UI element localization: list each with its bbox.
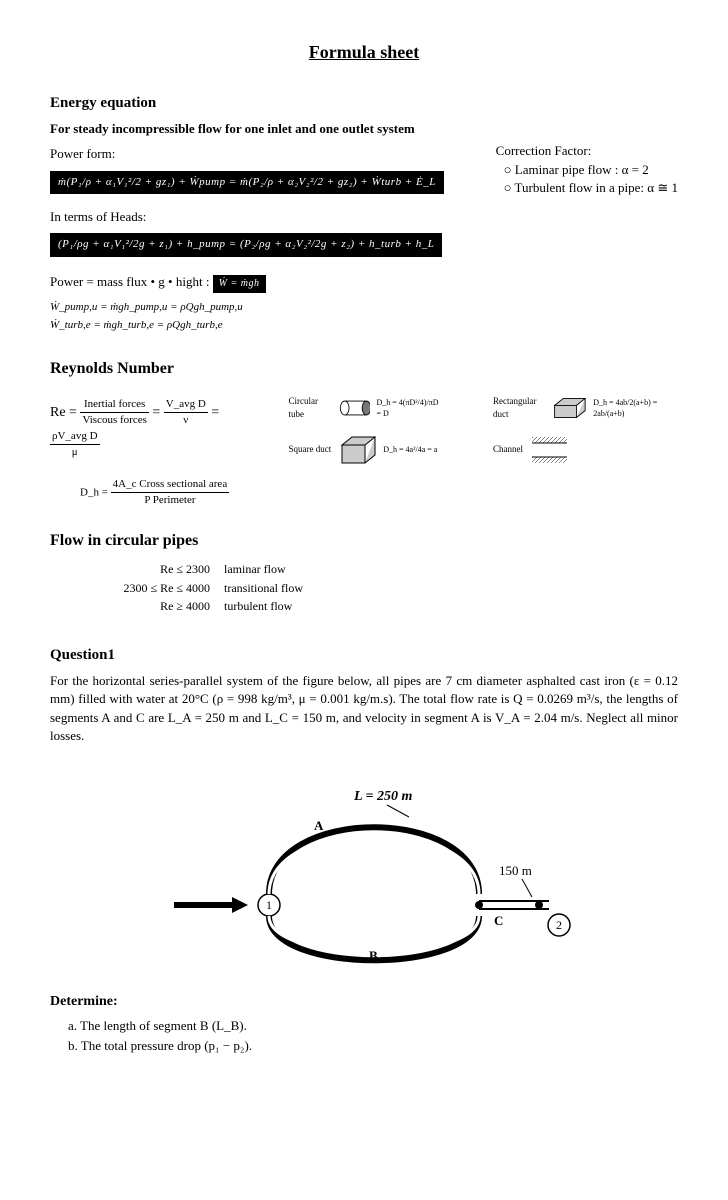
page-title: Formula sheet <box>50 40 678 65</box>
dia-circ-eq: D_h = 4(πD²/4)/πD = D <box>376 397 443 419</box>
power-line-eq: Ẇ = ṁgh <box>213 275 266 293</box>
re-eq-sep1: = <box>152 405 160 420</box>
re-frac1-top: Inertial forces <box>80 397 148 413</box>
reynolds-title: Reynolds Number <box>50 358 678 380</box>
circ-tube-icon <box>336 391 371 425</box>
svg-text:L = 250 m: L = 250 m <box>353 789 413 804</box>
flow-row: 2300 ≤ Re ≤ 4000 transitional flow <box>70 580 678 597</box>
correction-laminar: ○ Laminar pipe flow : α = 2 <box>504 161 678 179</box>
heads-label: In terms of Heads: <box>50 208 466 226</box>
dh-equation: D_h = 4A_c Cross sectional area P Perime… <box>80 477 678 509</box>
svg-text:150 m: 150 m <box>499 863 532 878</box>
flow-title: Flow in circular pipes <box>50 530 678 552</box>
re-frac2-top: V_avg D <box>164 397 208 413</box>
det-item-a: a. The length of segment B (L_B). <box>68 1017 678 1035</box>
q1-figure: 1 A L = 250 m B C 150 m 2 <box>50 775 678 972</box>
re-label: Re = <box>50 405 77 420</box>
dia-square-label: Square duct <box>289 443 332 456</box>
node1-label: 1 <box>266 898 272 912</box>
energy-title: Energy equation <box>50 93 678 114</box>
dia-rect-eq: D_h = 4ab/2(a+b) = 2ab/(a+b) <box>593 397 678 419</box>
svg-text:C: C <box>494 913 503 928</box>
determine-label: Determine: <box>50 992 678 1012</box>
rect-duct-icon <box>552 391 587 425</box>
w-pump-line: Ẇ_pump,u = ṁgh_pump,u = ρQgh_pump,u <box>50 300 466 315</box>
w-turb-line: Ẇ_turb,e = ṁgh_turb,e = ρQgh_turb,e <box>50 318 466 333</box>
dia-circ-label: Circular tube <box>289 395 330 420</box>
power-form-label: Power form: <box>50 145 466 163</box>
flow-label-1: transitional flow <box>224 580 303 597</box>
svg-text:B: B <box>369 948 378 963</box>
dia-square-eq: D_h = 4a²/4a = a <box>383 444 437 455</box>
question1: Question1 For the horizontal series-para… <box>50 645 678 1055</box>
correction-block: Correction Factor: ○ Laminar pipe flow :… <box>496 142 678 197</box>
re-diagrams: Circular tube D_h = 4(πD²/4)/πD = D Squa… <box>289 391 678 467</box>
correction-turbulent: ○ Turbulent flow in a pipe: α ≅ 1 <box>504 179 678 197</box>
re-frac1-bot: Viscous forces <box>80 413 148 428</box>
power-line: Power = mass flux • g • hight : Ẇ = ṁgh <box>50 271 466 297</box>
dia-rect-label: Rectangular duct <box>493 395 546 420</box>
flow-cond-2: Re ≥ 4000 <box>70 598 210 615</box>
flow-label-0: laminar flow <box>224 561 286 578</box>
channel-icon <box>529 433 569 467</box>
re-frac3-bot: μ <box>50 445 100 460</box>
flow-cond-0: Re ≤ 2300 <box>70 561 210 578</box>
power-line-prefix: Power = mass flux • g • hight : <box>50 274 213 289</box>
dh-top: 4A_c Cross sectional area <box>111 477 230 493</box>
q1-body: For the horizontal series-parallel syste… <box>50 672 678 745</box>
eq-heads: (P₁/ρg + α₁V₁²/2g + z₁) + h_pump = (P₂/ρ… <box>50 233 442 256</box>
correction-title: Correction Factor: <box>496 142 678 160</box>
svg-text:2: 2 <box>556 918 562 932</box>
flow-list: Re ≤ 2300 laminar flow 2300 ≤ Re ≤ 4000 … <box>70 561 678 615</box>
dh-label: D_h = <box>80 486 108 498</box>
det-item-b: b. The total pressure drop (p₁ − p₂). <box>68 1037 678 1055</box>
dh-bot: P Perimeter <box>111 493 230 508</box>
determine-list: a. The length of segment B (L_B). b. The… <box>68 1017 678 1055</box>
reynolds-block: Re = Inertial forces Viscous forces = V_… <box>50 391 678 467</box>
re-frac2-bot: ν <box>164 413 208 428</box>
flow-row: Re ≥ 4000 turbulent flow <box>70 598 678 615</box>
re-eq-sep2: = <box>211 405 219 420</box>
flow-cond-1: 2300 ≤ Re ≤ 4000 <box>70 580 210 597</box>
energy-left-col: Power form: ṁ(P₁/ρ + α₁V₁²/2 + gz₁) + Ẇp… <box>50 142 466 336</box>
q1-title: Question1 <box>50 645 678 666</box>
energy-subtitle: For steady incompressible flow for one i… <box>50 120 678 138</box>
re-equation: Re = Inertial forces Viscous forces = V_… <box>50 397 249 461</box>
re-frac3-top: ρV_avg D <box>50 429 100 445</box>
square-duct-icon <box>337 433 377 467</box>
flow-label-2: turbulent flow <box>224 598 292 615</box>
eq-power-form: ṁ(P₁/ρ + α₁V₁²/2 + gz₁) + Ẇpump = ṁ(P₂/ρ… <box>50 171 444 194</box>
flow-row: Re ≤ 2300 laminar flow <box>70 561 678 578</box>
svg-text:A: A <box>314 818 324 833</box>
dia-channel-label: Channel <box>493 443 523 456</box>
